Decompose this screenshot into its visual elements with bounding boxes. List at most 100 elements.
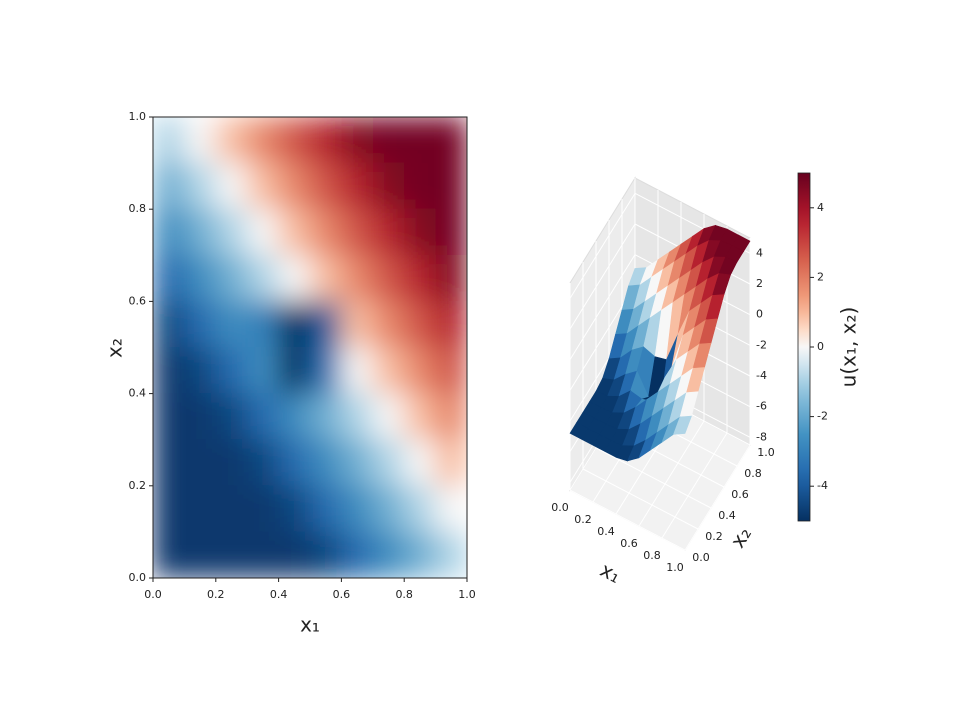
heatmap-cell (435, 208, 467, 256)
heatmap-cell (372, 254, 405, 302)
heatmap-cell (153, 393, 185, 441)
heatmap-cell (372, 347, 405, 395)
x-axis-label: x₁ (596, 557, 625, 588)
z-tick-label: -6 (756, 400, 767, 413)
grid-line (638, 420, 705, 527)
y-tick-label: 1.0 (757, 446, 775, 459)
colorbar-tick-label: 4 (817, 201, 824, 214)
heatmap-cell (153, 439, 185, 487)
heatmap-cell (309, 393, 342, 441)
heatmap-cell (309, 439, 342, 487)
heatmap-cell (215, 393, 248, 441)
x-tick-label: 0.6 (333, 588, 351, 601)
heatmap-cell (309, 117, 342, 164)
y-tick-label: 0.6 (129, 294, 147, 307)
y-tick-label: 0.8 (744, 467, 762, 480)
heatmap-cell (246, 254, 280, 302)
x-tick-label: 0.8 (643, 549, 661, 562)
heatmap-cell (183, 254, 217, 302)
heatmap-cell (403, 347, 437, 395)
heatmap-cell (183, 439, 217, 487)
heatmap-cell (372, 117, 405, 164)
colorbar-tick-label: 2 (817, 270, 824, 283)
heatmap (153, 117, 467, 578)
heatmap-cell (403, 439, 437, 487)
colorbar (797, 172, 811, 522)
heatmap-cell (246, 347, 280, 395)
y-tick-label: 0.2 (705, 530, 723, 543)
heatmap-cell (340, 300, 374, 348)
y-tick-label: 0.0 (692, 551, 710, 564)
colorbar-tick-label: -4 (817, 479, 828, 492)
heatmap-cell (246, 485, 280, 533)
heatmap-cell (340, 208, 374, 256)
heatmap-cell (403, 208, 437, 256)
heatmap-cell (340, 254, 374, 302)
heatmap-cell (340, 393, 374, 441)
heatmap-cell (278, 117, 311, 164)
heatmap-cell (435, 485, 467, 533)
heatmap-cell (246, 117, 280, 164)
heatmap-cell (153, 300, 185, 348)
heatmap-cell (153, 117, 185, 164)
heatmap-cell (309, 254, 342, 302)
heatmap-cell (153, 254, 185, 302)
heatmap-cell (153, 162, 185, 210)
heatmap-cell (340, 117, 374, 164)
heatmap-cell (215, 300, 248, 348)
heatmap-cell (183, 531, 217, 578)
x-tick-label: 0.4 (270, 588, 288, 601)
colorbar-tick-label: 0 (817, 340, 824, 353)
heatmap-cell (403, 485, 437, 533)
grid-line (684, 444, 751, 551)
heatmap-cell (309, 485, 342, 533)
y-tick-label: 0.0 (129, 571, 147, 584)
z-tick-label: -2 (756, 338, 767, 351)
heatmap-cell (215, 117, 248, 164)
heatmap-cell (309, 208, 342, 256)
heatmap-cell (246, 162, 280, 210)
heatmap-cell (153, 531, 185, 578)
x-tick-label: 1.0 (458, 588, 476, 601)
y-tick-label: 0.6 (731, 488, 749, 501)
x-tick-label: 0.6 (620, 537, 638, 550)
heatmap-cell (278, 393, 311, 441)
heatmap-cell (278, 531, 311, 578)
z-tick-label: -4 (756, 369, 767, 382)
heatmap-cell (278, 162, 311, 210)
x-tick-label: 0.0 (144, 588, 162, 601)
grid-line (582, 468, 699, 530)
heatmap-cell (246, 393, 280, 441)
heatmap-cell (215, 208, 248, 256)
heatmap-cell (435, 393, 467, 441)
heatmap-cell (372, 208, 405, 256)
x-tick-label: 1.0 (666, 561, 684, 574)
surface-tile (673, 415, 692, 435)
heatmap-cell (309, 162, 342, 210)
heatmap-cell (215, 531, 248, 578)
heatmap-cell (278, 485, 311, 533)
z-tick-label: -8 (756, 430, 767, 443)
heatmap-cell (372, 439, 405, 487)
grid-line (569, 223, 636, 330)
heatmap-cell (278, 208, 311, 256)
heatmap-cell (278, 300, 311, 348)
heatmap-cell (309, 300, 342, 348)
heatmap-cell (340, 439, 374, 487)
grid-line (569, 254, 636, 360)
y-axis-label: x₂ (103, 338, 127, 358)
heatmap-cell (403, 393, 437, 441)
heatmap-cell (403, 254, 437, 302)
y-tick-label: 0.2 (129, 479, 147, 492)
heatmap-cell (278, 439, 311, 487)
heatmap-cell (340, 347, 374, 395)
colorbar-label: u(x₁, x₂) (837, 307, 861, 388)
heatmap-cell (403, 117, 437, 164)
heatmap-cell (372, 393, 405, 441)
heatmap-cell (183, 300, 217, 348)
heatmap-cell (340, 531, 374, 578)
heatmap-cell (372, 485, 405, 533)
heatmap-cell (435, 531, 467, 578)
heatmap-cell (435, 439, 467, 487)
